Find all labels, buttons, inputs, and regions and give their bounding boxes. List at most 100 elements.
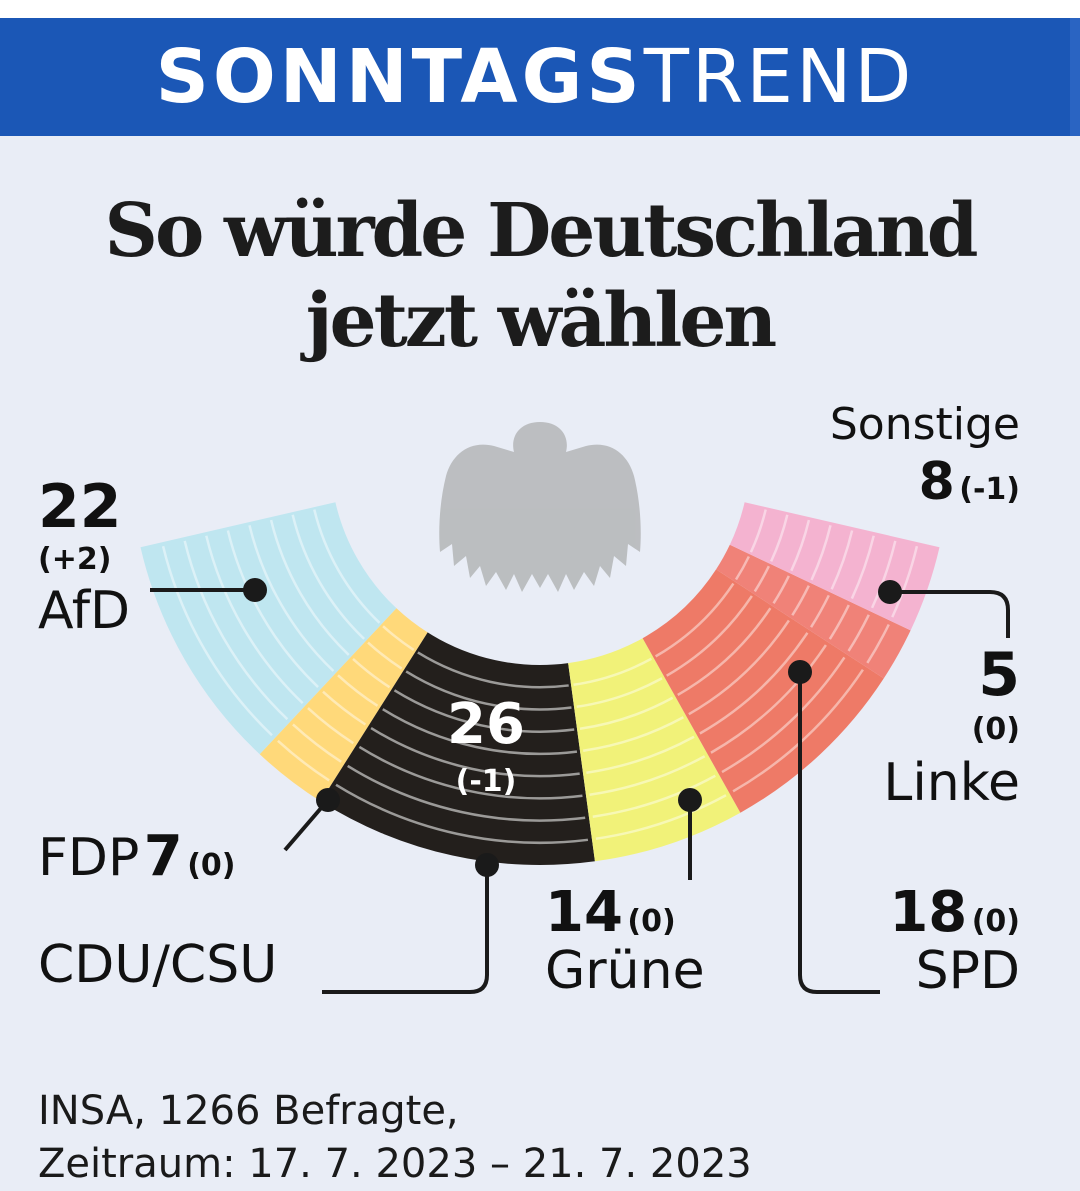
seat-row xyxy=(292,723,342,763)
leader-dot-afd xyxy=(243,578,267,602)
gruene-name: Grüne xyxy=(545,941,705,1001)
seat-row xyxy=(269,519,350,656)
gruene-value: 14 xyxy=(545,880,623,945)
fdp-value: 7 xyxy=(143,824,183,889)
seat-row xyxy=(666,595,753,677)
source-line2: Zeitraum: 17. 7. 2023 – 21. 7. 2023 xyxy=(38,1141,752,1187)
seat-row xyxy=(417,651,569,689)
seat-row xyxy=(313,509,381,624)
seat-row xyxy=(393,689,575,733)
seat-row xyxy=(850,535,875,600)
seat-row xyxy=(830,530,854,590)
seat-row xyxy=(248,524,335,672)
seat-row xyxy=(370,727,580,778)
afd-change: (+2) xyxy=(38,542,112,577)
banner: SONNTAGS TREND xyxy=(0,18,1080,136)
gruene-change: (0) xyxy=(627,904,676,939)
leader-dot-spd xyxy=(788,660,812,684)
seat-row xyxy=(772,575,790,604)
federal-eagle-icon xyxy=(439,422,641,592)
seat-row xyxy=(699,632,809,735)
seat-row xyxy=(810,594,830,628)
seat-row xyxy=(307,707,354,745)
seat-row xyxy=(205,535,304,705)
linke-name: Linke xyxy=(883,753,1020,813)
label-fdp: FDP 7 (0) xyxy=(38,824,235,889)
seat-row xyxy=(367,641,403,670)
seat-row xyxy=(870,540,897,609)
seat-row xyxy=(382,625,415,651)
seat-row xyxy=(721,656,846,774)
seat-row xyxy=(847,614,870,652)
leader-lines xyxy=(150,578,1010,994)
seat-row xyxy=(866,623,890,664)
seat-row xyxy=(688,619,790,716)
seat-row xyxy=(586,735,695,774)
seat-row xyxy=(589,755,706,796)
cdu-value: 26 xyxy=(447,692,525,757)
seat-row xyxy=(734,555,750,581)
seat-row xyxy=(749,509,767,553)
leader-dot-gruene xyxy=(678,788,702,812)
slice-afd xyxy=(140,502,397,755)
source-note: INSA, 1266 Befragte, Zeitraum: 17. 7. 20… xyxy=(38,1085,752,1191)
seat-row xyxy=(582,716,684,752)
sonstige-change: (-1) xyxy=(959,472,1020,507)
seat-row xyxy=(790,519,811,572)
fdp-change: (0) xyxy=(187,848,236,883)
seat-row xyxy=(347,764,586,822)
seat-row xyxy=(161,545,273,737)
cdu-change: (-1) xyxy=(455,764,517,799)
slice-cdu-csu xyxy=(320,632,595,865)
seat-row xyxy=(677,607,772,697)
seat-row xyxy=(335,783,589,845)
seat-row xyxy=(322,690,367,726)
seat-row xyxy=(791,585,810,616)
leader-line-linke xyxy=(890,590,1010,638)
seat-row xyxy=(769,514,789,562)
seat-row xyxy=(358,745,583,800)
seat-row xyxy=(810,524,832,581)
seat-row xyxy=(595,794,727,840)
seat-row xyxy=(382,708,578,756)
afd-value: 22 xyxy=(38,472,122,542)
afd-name: AfD xyxy=(38,581,131,641)
label-afd: 22 (+2) AfD xyxy=(38,474,130,642)
seat-row xyxy=(291,514,366,640)
seat-row xyxy=(576,677,663,709)
seat-row xyxy=(277,739,330,782)
slice-fdp xyxy=(259,608,428,802)
sonstige-value: 8 xyxy=(918,452,955,512)
label-spd: 18 (0) SPD xyxy=(889,880,1020,997)
label-gruene: 14 (0) Grüne xyxy=(545,880,705,997)
banner-light: TREND xyxy=(643,34,915,120)
seat-row xyxy=(753,565,770,593)
headline-line1: So würde Deutschland xyxy=(104,188,979,274)
seat-row xyxy=(891,545,919,618)
seat-row xyxy=(732,669,864,793)
label-sonstige: Sonstige 8 (-1) xyxy=(830,398,1020,512)
sonstige-name: Sonstige xyxy=(829,399,1020,450)
seat-row xyxy=(226,530,319,688)
seat-row xyxy=(592,774,716,818)
headline-line2: jetzt wählen xyxy=(305,278,777,364)
leader-dot-linke xyxy=(878,580,902,604)
spd-change: (0) xyxy=(971,904,1020,939)
cdu-name: CDU/CSU xyxy=(38,935,278,995)
seat-row xyxy=(579,696,674,731)
seat-row xyxy=(183,540,289,721)
top-strip xyxy=(0,0,1080,18)
headline: So würde Deutschland jetzt wählen xyxy=(0,186,1080,366)
seat-row xyxy=(828,604,850,640)
spd-value: 18 xyxy=(889,880,968,945)
leader-line-cdu xyxy=(322,865,489,994)
seat-row xyxy=(710,644,827,754)
seat-row xyxy=(573,657,652,687)
spd-name: SPD xyxy=(915,941,1020,1001)
seat-row xyxy=(405,670,572,711)
seat-row xyxy=(352,657,391,689)
linke-change: (0) xyxy=(971,712,1020,747)
slice-linke xyxy=(716,544,911,679)
linke-value: 5 xyxy=(978,640,1020,710)
